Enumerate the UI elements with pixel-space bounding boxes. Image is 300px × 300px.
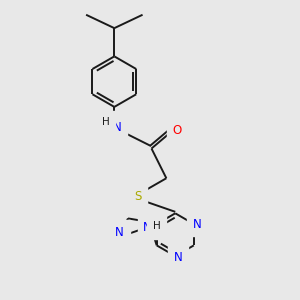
Text: N: N: [115, 226, 124, 238]
Text: N: N: [193, 218, 202, 230]
Text: H: H: [153, 221, 160, 231]
Text: N: N: [143, 221, 152, 234]
Text: H: H: [102, 117, 110, 127]
Text: S: S: [134, 190, 142, 202]
Text: O: O: [173, 124, 182, 137]
Text: N: N: [113, 121, 122, 134]
Text: N: N: [174, 251, 183, 264]
